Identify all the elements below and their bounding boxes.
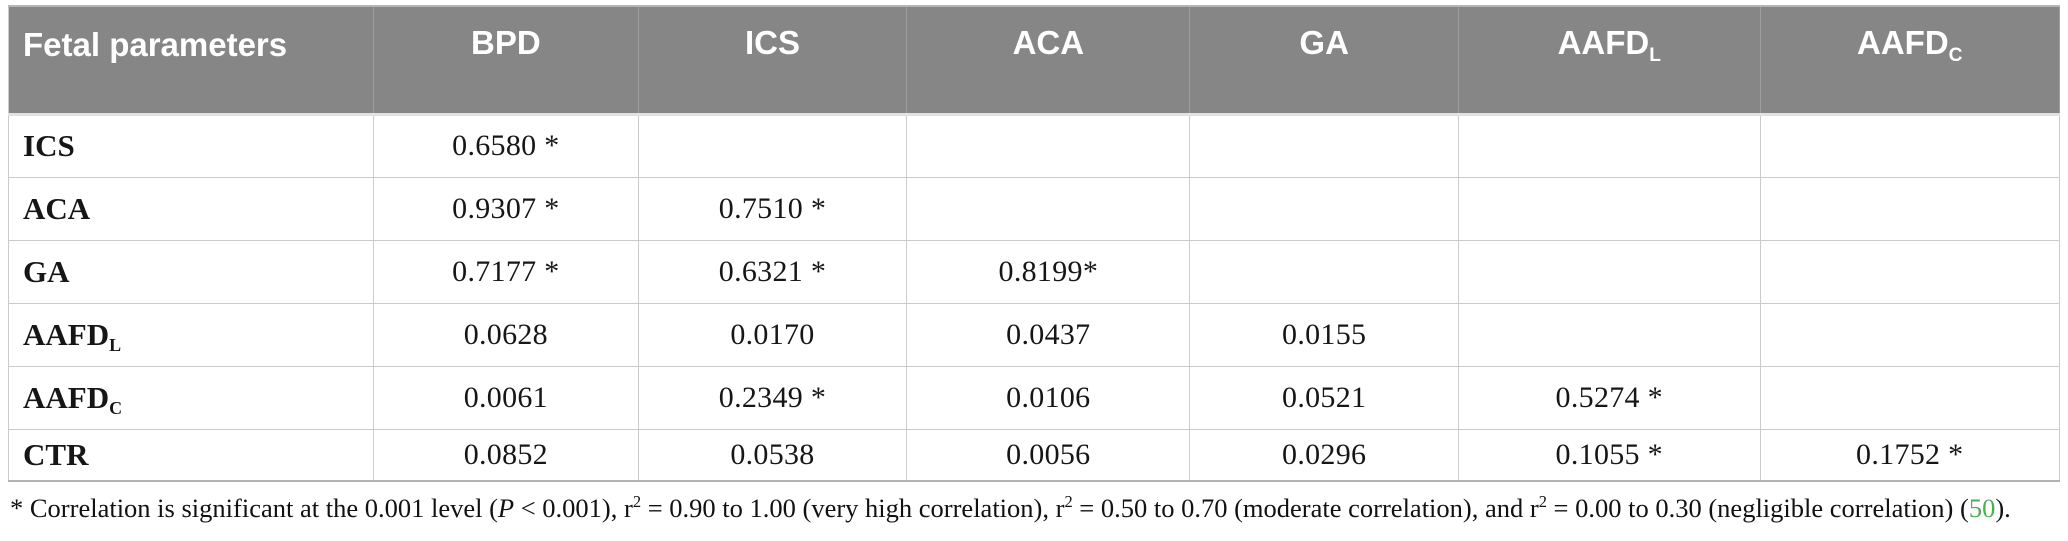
footnote-text: = 0.00 to 0.30 (negligible correlation) … [1546, 493, 1969, 523]
table-body: ICS 0.6580 * ACA 0.9307 * 0.7510 * GA 0.… [8, 114, 2060, 482]
correlation-cell: 0.7510 * [638, 177, 908, 241]
row-label: CTR [8, 429, 375, 482]
correlation-cell: 0.5274 * [1458, 366, 1761, 430]
correlation-cell: 0.0106 [906, 366, 1191, 430]
correlation-cell: 0.6580 * [373, 114, 639, 178]
footnote-text: = 0.50 to 0.70 (moderate correlation), a… [1072, 493, 1539, 523]
column-header-label: AAFD [1557, 24, 1650, 61]
header-row: Fetal parameters BPD ICS ACA GA AAFDL AA… [8, 5, 2060, 116]
correlation-cell: 0.0628 [373, 303, 639, 367]
correlation-cell [1760, 240, 2060, 304]
column-header-label: ICS [744, 24, 800, 61]
row-label-subscript: L [109, 334, 122, 355]
correlation-cell: 0.0521 [1189, 366, 1460, 430]
correlation-cell: 0.2349 * [638, 366, 908, 430]
correlation-cell: 0.0061 [373, 366, 639, 430]
table-header: Fetal parameters BPD ICS ACA GA AAFDL AA… [8, 5, 2060, 116]
table-row-ics: ICS 0.6580 * [8, 114, 2060, 178]
column-header-label: GA [1299, 24, 1349, 61]
correlation-cell [1760, 366, 2060, 430]
footnote-text: = 0.90 to 1.00 (very high correlation), … [641, 493, 1065, 523]
row-label-text: AAFD [23, 379, 110, 415]
correlation-cell: 0.0437 [906, 303, 1191, 367]
row-label-text: ICS [23, 128, 75, 163]
column-header-label: ACA [1012, 24, 1085, 61]
table-footnote: * Correlation is significant at the 0.00… [10, 493, 2060, 524]
correlation-cell [1458, 240, 1761, 304]
correlation-cell [1760, 303, 2060, 367]
footnote-text: ). [1995, 493, 2011, 523]
column-header-subscript: C [1948, 44, 1963, 66]
correlation-table: Fetal parameters BPD ICS ACA GA AAFDL AA… [8, 5, 2060, 482]
table-row-aafd-l: AAFDL 0.0628 0.0170 0.0437 0.0155 [8, 303, 2060, 367]
row-label: GA [8, 240, 375, 304]
correlation-cell: 0.0056 [906, 429, 1191, 482]
row-label-subscript: C [109, 397, 123, 418]
correlation-cell: 0.1752 * [1760, 429, 2060, 482]
correlation-cell: 0.0296 [1189, 429, 1460, 482]
correlation-cell [1458, 303, 1761, 367]
correlation-cell: 0.7177 * [373, 240, 639, 304]
column-header-subscript: L [1649, 44, 1661, 66]
correlation-cell: 0.9307 * [373, 177, 639, 241]
r-squared-exponent: 2 [1538, 492, 1547, 512]
row-label-text: AAFD [23, 316, 110, 352]
correlation-cell [906, 177, 1191, 241]
correlation-cell: 0.1055 * [1458, 429, 1761, 482]
table-row-aafd-c: AAFDC 0.0061 0.2349 * 0.0106 0.0521 0.52… [8, 366, 2060, 430]
correlation-cell [1189, 177, 1460, 241]
row-label: ACA [8, 177, 375, 241]
column-header-fetal-parameters: Fetal parameters [8, 5, 375, 116]
column-header-label: BPD [471, 24, 541, 61]
correlation-cell [906, 114, 1191, 178]
correlation-cell: 0.0852 [373, 429, 639, 482]
column-header-bpd: BPD [373, 5, 639, 116]
correlation-cell: 0.6321 * [638, 240, 908, 304]
correlation-cell [1458, 114, 1761, 178]
citation-link-50[interactable]: 50 [1968, 493, 1996, 523]
correlation-cell: 0.0170 [638, 303, 908, 367]
table-row-aca: ACA 0.9307 * 0.7510 * [8, 177, 2060, 241]
correlation-cell [638, 114, 908, 178]
row-label-text: CTR [23, 436, 89, 472]
column-header-aafd-c: AAFDC [1760, 5, 2060, 116]
row-label-text: ACA [23, 190, 91, 226]
column-header-aafd-l: AAFDL [1458, 5, 1761, 116]
r-squared-exponent: 2 [632, 492, 642, 512]
column-header-ics: ICS [638, 5, 908, 116]
row-label: AAFDC [8, 366, 375, 430]
row-label-text: GA [23, 253, 70, 289]
row-label: ICS [8, 114, 375, 178]
column-header-aca: ACA [906, 5, 1191, 116]
correlation-cell [1458, 177, 1761, 241]
correlation-cell: 0.0538 [638, 429, 908, 482]
table-row-ctr: CTR 0.0852 0.0538 0.0056 0.0296 0.1055 *… [8, 429, 2060, 482]
column-header-ga: GA [1189, 5, 1460, 116]
r-squared-exponent: 2 [1064, 492, 1073, 512]
correlation-cell [1760, 177, 2060, 241]
footnote-text: * Correlation is significant at the 0.00… [10, 493, 498, 523]
correlation-cell: 0.8199* [906, 240, 1191, 304]
correlation-cell [1189, 114, 1460, 178]
p-value-variable: P [497, 493, 515, 523]
table-row-ga: GA 0.7177 * 0.6321 * 0.8199* [8, 240, 2060, 304]
column-header-label: AAFD [1857, 24, 1949, 61]
correlation-cell: 0.0155 [1189, 303, 1460, 367]
correlation-cell [1760, 114, 2060, 178]
row-label: AAFDL [8, 303, 375, 367]
correlation-cell [1189, 240, 1460, 304]
footnote-text: < 0.001), r [514, 493, 633, 523]
